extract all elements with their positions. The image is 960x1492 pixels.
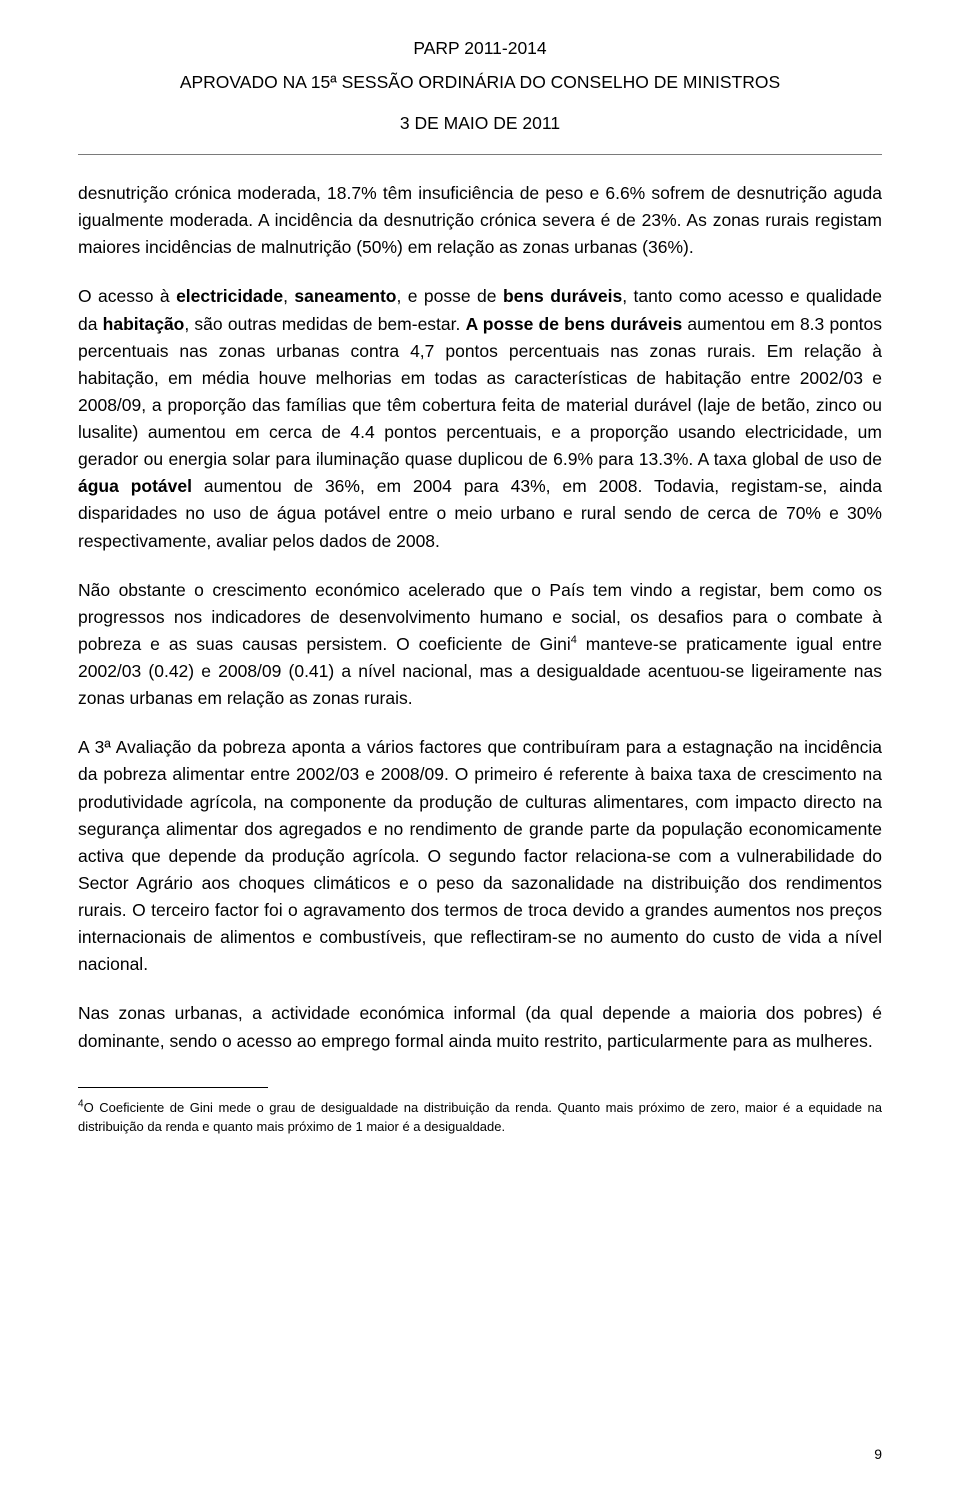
footnote-divider: [78, 1087, 268, 1088]
document-header-subtitle: APROVADO NA 15ª SESSÃO ORDINÁRIA DO CONS…: [78, 72, 882, 93]
footnote-content: O Coeficiente de Gini mede o grau de des…: [78, 1100, 882, 1135]
paragraph-4: A 3ª Avaliação da pobreza aponta a vário…: [78, 734, 882, 978]
text-span: ,: [283, 286, 294, 306]
header-divider: [78, 154, 882, 155]
footnote-text: 4O Coeficiente de Gini mede o grau de de…: [78, 1098, 882, 1137]
paragraph-3: Não obstante o crescimento económico ace…: [78, 577, 882, 713]
text-span: aumentou em 8.3 pontos percentuais nas z…: [78, 314, 882, 470]
text-span: , são outras medidas de bem-estar.: [184, 314, 465, 334]
paragraph-1: desnutrição crónica moderada, 18.7% têm …: [78, 180, 882, 261]
text-span: , e posse de: [396, 286, 502, 306]
document-header-date: 3 DE MAIO DE 2011: [78, 113, 882, 134]
bold-saneamento: saneamento: [294, 286, 396, 306]
bold-electricidade: electricidade: [176, 286, 283, 306]
bold-agua-potavel: água potável: [78, 476, 192, 496]
bold-habitacao: habitação: [103, 314, 185, 334]
paragraph-2: O acesso à electricidade, saneamento, e …: [78, 283, 882, 554]
paragraph-5: Nas zonas urbanas, a actividade económic…: [78, 1000, 882, 1054]
text-span: aumentou de 36%, em 2004 para 43%, em 20…: [78, 476, 882, 550]
text-span: O acesso à: [78, 286, 176, 306]
document-header-title: PARP 2011-2014: [78, 38, 882, 59]
page-number: 9: [874, 1446, 882, 1462]
bold-bens-duraveis: bens duráveis: [503, 286, 622, 306]
bold-posse-bens: A posse de bens duráveis: [466, 314, 683, 334]
